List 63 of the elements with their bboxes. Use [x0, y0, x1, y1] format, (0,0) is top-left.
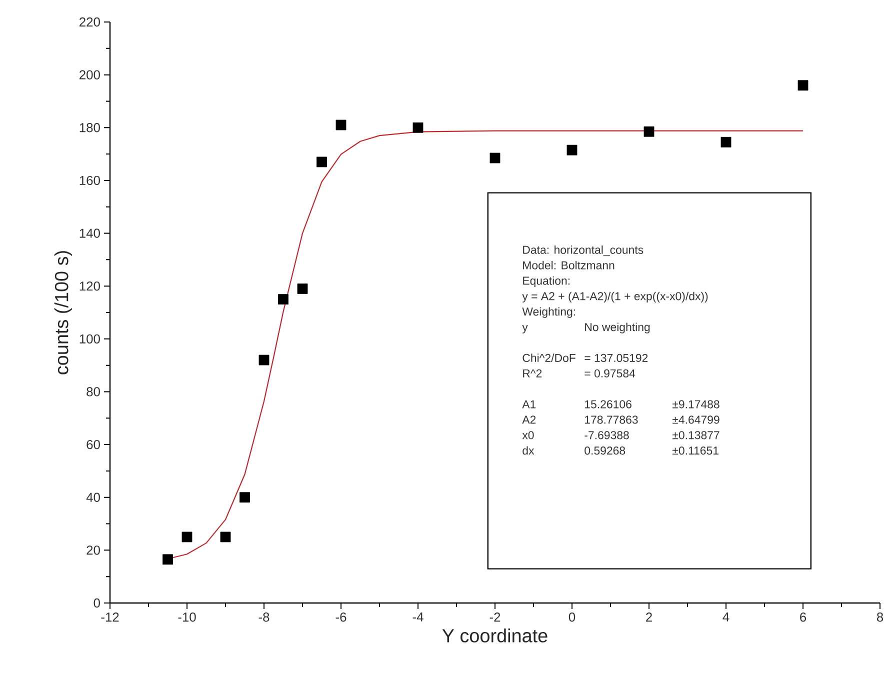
point — [162, 554, 173, 565]
point — [798, 80, 808, 91]
x-tick-label: -2 — [490, 612, 500, 622]
annotation: A1 — [522, 400, 536, 408]
point — [297, 284, 308, 294]
point — [566, 144, 578, 156]
y-tick-label: 100 — [80, 334, 100, 344]
annotation: ±0.11651 — [672, 446, 718, 455]
annotation: ±4.64799 — [672, 416, 720, 424]
y-tick-label: 120 — [80, 282, 100, 291]
point — [278, 294, 288, 304]
annotation: = 137.05192 — [584, 354, 648, 362]
x-tick-label: 4 — [722, 612, 730, 622]
annotation: Model: Boltzmann — [523, 260, 614, 270]
point — [220, 532, 231, 542]
annotation: ±0.13877 — [672, 431, 720, 440]
x-tick-label: -6 — [336, 612, 346, 622]
annotation: ±9.17488 — [672, 400, 720, 408]
annotation: -7.69388 — [584, 431, 629, 440]
x-tick-label: -12 — [101, 612, 119, 622]
point — [720, 136, 732, 148]
y-tick-label: 220 — [80, 17, 100, 27]
annotation: No weighting — [585, 322, 650, 334]
annotation: R^2 — [523, 369, 542, 378]
annotation: 178.77863 — [585, 416, 638, 424]
x-tick-label: -8 — [258, 612, 270, 622]
annotation: Chi^2/DoF — [522, 354, 576, 362]
annotation: dx — [522, 446, 534, 455]
x-tick-label: -10 — [178, 612, 196, 622]
annotation: x0 — [522, 431, 534, 440]
x-tick-label: 6 — [800, 612, 806, 622]
annotation: 15.26106 — [585, 400, 632, 408]
y-tick-label: 140 — [80, 228, 100, 238]
point — [258, 354, 270, 366]
x-tick-label: -4 — [412, 612, 424, 622]
annotation: Equation: — [523, 276, 570, 288]
annotation: = 0.97584 — [584, 369, 636, 378]
annotation: 0.59268 — [584, 446, 626, 455]
point — [336, 120, 346, 130]
y-tick-label: 180 — [80, 123, 100, 132]
x-tick-label: 2 — [646, 612, 652, 622]
y-tick-label: 40 — [86, 492, 100, 502]
y-tick-label: 160 — [80, 176, 100, 186]
y-tick-label: 80 — [86, 387, 100, 396]
annotation: A2 — [522, 416, 536, 424]
annotation: Weighting: — [522, 307, 576, 318]
point — [644, 126, 654, 137]
annotation: y = A2 + (A1-A2)/(1 + exp((x-x0)/dx)) — [522, 292, 708, 302]
annotation: y — [522, 324, 528, 334]
y-tick-label: 200 — [80, 70, 100, 80]
y-axis-title: counts (/100 s) — [54, 251, 72, 374]
annotation: Data: horizontal_counts — [523, 245, 644, 256]
x-tick-label: 8 — [876, 612, 884, 622]
point — [240, 492, 250, 503]
y-tick-label: 0 — [94, 598, 100, 608]
point — [316, 156, 327, 168]
y-tick-label: 20 — [86, 546, 100, 555]
point — [412, 122, 424, 133]
point — [490, 152, 500, 164]
x-tick-label: 0 — [568, 612, 576, 622]
x-axis-title: Y coordinate — [442, 628, 548, 642]
y-tick-label: 60 — [86, 440, 100, 450]
point — [182, 532, 192, 542]
